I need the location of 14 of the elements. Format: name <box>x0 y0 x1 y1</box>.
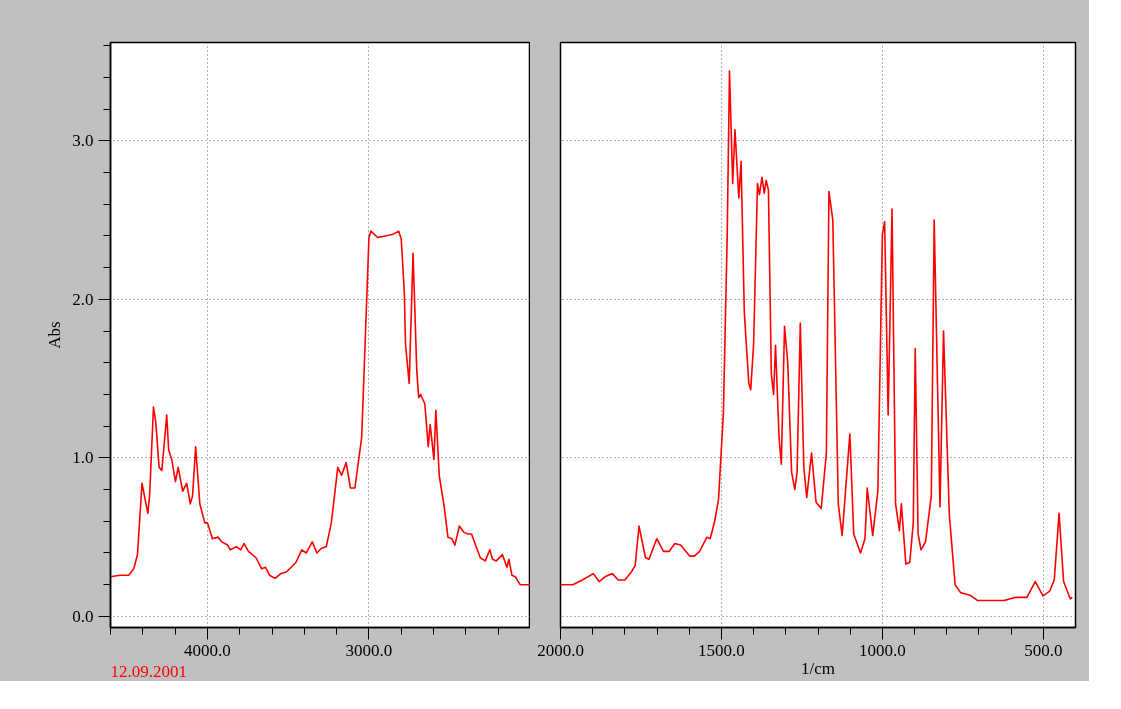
line-series <box>110 230 530 586</box>
y-tick-label: 3.0 <box>72 131 94 151</box>
y-tick-label: 1.0 <box>72 448 94 468</box>
x-tick-label: 1500.0 <box>698 640 745 660</box>
y-axis-title: Abs <box>45 321 65 349</box>
y-tick-label: 2.0 <box>72 289 94 309</box>
x-axis-title: 1/cm <box>801 658 835 678</box>
x-tick-label: 4000.0 <box>184 640 231 660</box>
x-tick-label: 500.0 <box>1024 640 1063 660</box>
y-tick-label: 0.0 <box>72 606 94 626</box>
x-tick-label: 1000.0 <box>859 640 906 660</box>
text: 12.09.2001 <box>110 661 187 681</box>
x-tick-label: 2000.0 <box>537 640 584 660</box>
x-tick-label: 3000.0 <box>345 640 393 660</box>
